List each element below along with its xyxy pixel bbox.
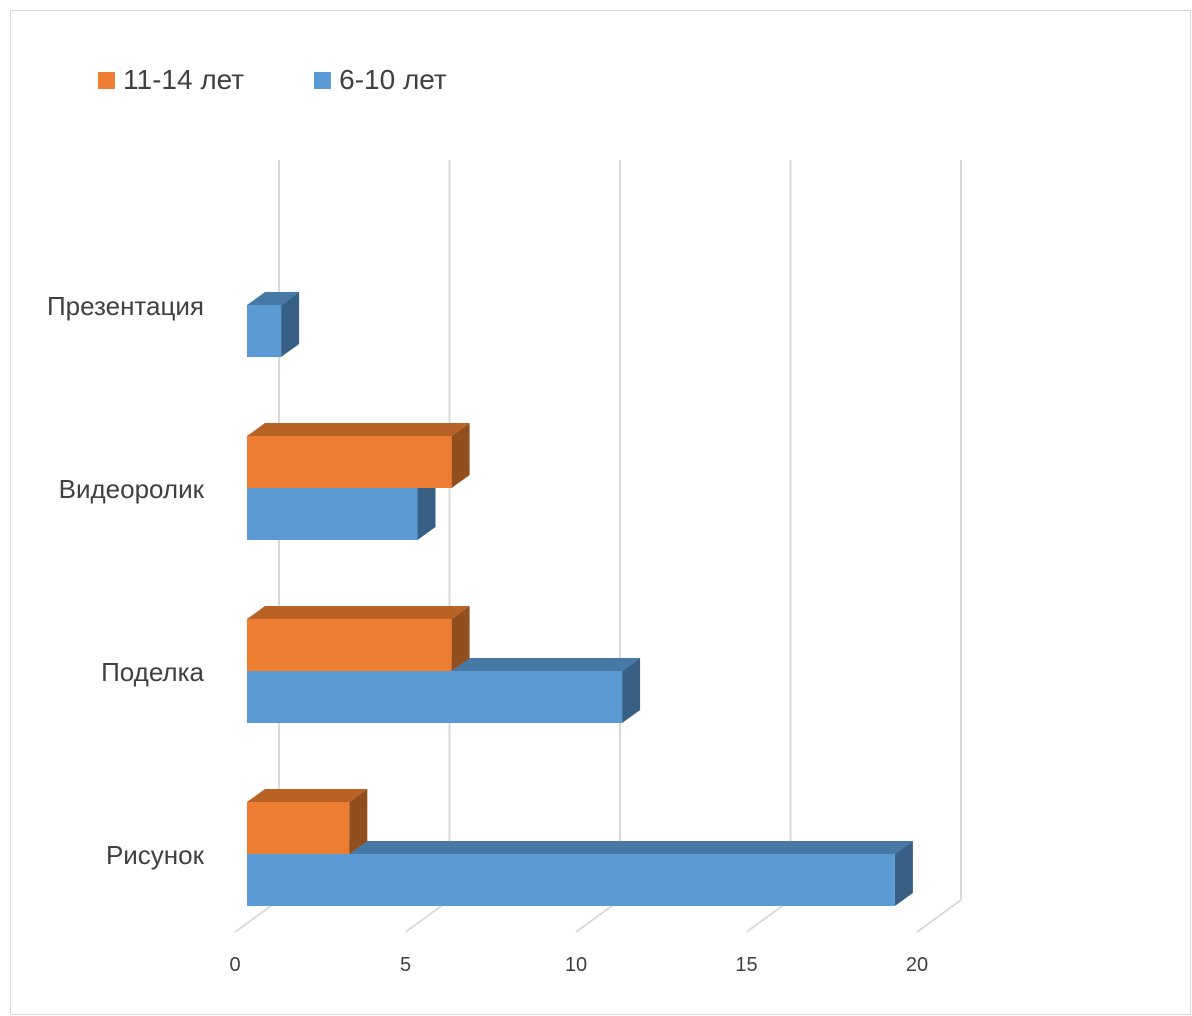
bar-top <box>247 606 470 619</box>
bar-front <box>247 436 452 488</box>
bar-series-11-14 <box>247 423 470 488</box>
legend: 11-14 лет 6-10 лет <box>98 64 517 96</box>
bar-side <box>622 658 641 723</box>
legend-swatch-6-10 <box>314 71 332 89</box>
bar-side <box>894 841 913 906</box>
bar-side <box>281 292 300 357</box>
category-label: Видеоролик <box>59 474 205 504</box>
x-tick-label: 5 <box>400 954 411 976</box>
bar-side <box>349 789 368 854</box>
category-label: Рисунок <box>106 840 205 870</box>
bar-front <box>247 305 282 357</box>
bar-top <box>247 292 300 305</box>
bar-front <box>247 854 895 906</box>
legend-item-11-14: 11-14 лет <box>98 64 244 96</box>
legend-swatch-11-14 <box>98 71 115 89</box>
chart-frame <box>10 10 1191 1015</box>
legend-item-6-10: 6-10 лет <box>314 64 447 96</box>
bar-side <box>417 475 436 540</box>
bar-top <box>247 789 368 802</box>
category-label: Презентация <box>47 291 204 321</box>
bar-front <box>247 802 350 854</box>
bar-front <box>247 488 418 540</box>
bar-series-11-14 <box>247 789 368 854</box>
bar-top <box>247 841 913 854</box>
x-tick-label: 20 <box>906 954 928 976</box>
bar-series-6-10 <box>247 292 300 357</box>
bar-side <box>451 423 470 488</box>
legend-label-6-10: 6-10 лет <box>339 64 447 95</box>
x-tick-label: 0 <box>229 954 240 976</box>
bar-front <box>247 619 452 671</box>
bar-side <box>451 606 470 671</box>
x-tick-label: 15 <box>735 954 757 976</box>
floor-tick <box>916 899 962 933</box>
bar-top <box>247 423 470 436</box>
bar-series-11-14 <box>247 606 470 671</box>
bar-front <box>247 671 623 723</box>
x-tick-label: 10 <box>565 954 587 976</box>
bar-series-6-10 <box>247 841 913 906</box>
legend-label-11-14: 11-14 лет <box>123 64 245 95</box>
category-label: Поделка <box>101 657 204 687</box>
